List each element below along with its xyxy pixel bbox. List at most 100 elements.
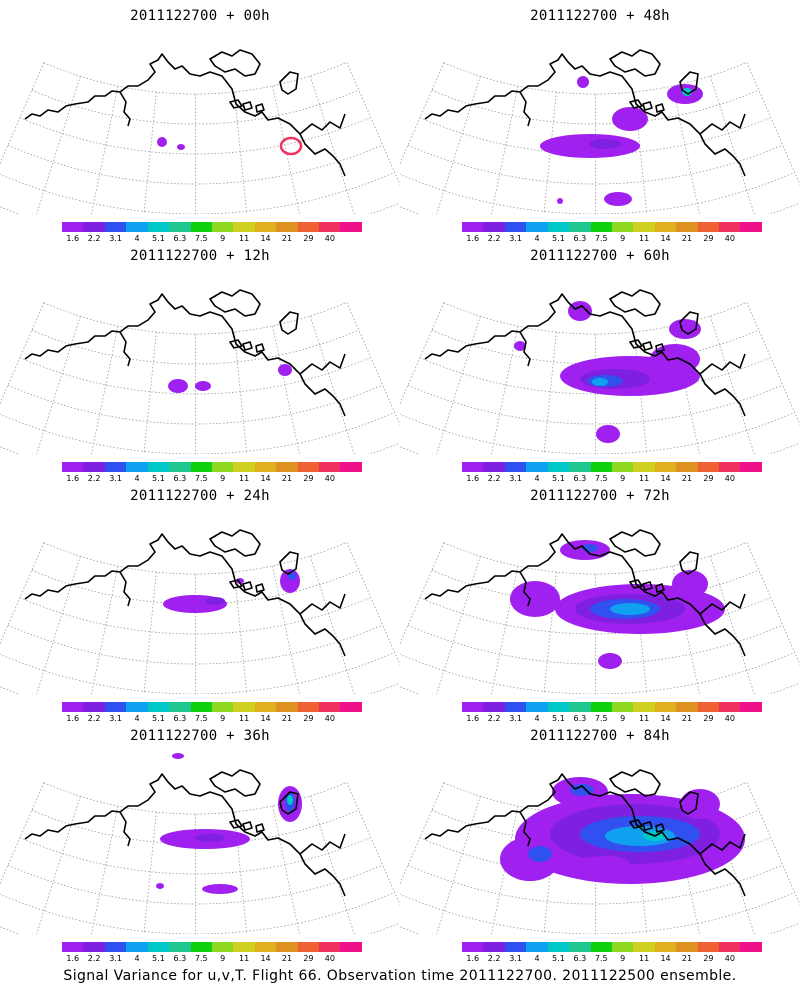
colorbar-level-label: 6.3 <box>173 474 187 483</box>
colorbar-swatch <box>719 462 741 472</box>
colorbar-level-label: 1.6 <box>466 474 480 483</box>
colorbar-labels: 1.6 2.2 3.1 4 5.1 6.3 7.5 9 11 14 21 29 40 <box>462 954 762 964</box>
colorbar-swatch <box>297 942 320 952</box>
colorbar-swatch <box>233 222 255 232</box>
colorbar-level-label: 14 <box>660 954 671 963</box>
colorbar-swatch <box>254 942 277 952</box>
colorbar-level-label: 4 <box>534 954 540 963</box>
variance-region <box>510 581 560 617</box>
colorbar-swatch <box>104 942 127 952</box>
variance-region <box>596 425 620 443</box>
colorbar-level-label: 29 <box>303 234 314 243</box>
lat-lon-graticule <box>400 62 800 214</box>
variance-shading <box>156 753 302 894</box>
variance-region <box>202 884 238 894</box>
colorbar-level-label: 1.6 <box>66 954 80 963</box>
colorbar-level-label: 3.1 <box>109 234 122 243</box>
colorbar-level-label: 2.2 <box>487 714 501 723</box>
colorbar-level-label: 7.5 <box>594 954 608 963</box>
colorbar-swatch <box>504 942 527 952</box>
colorbar-level-label: 7.5 <box>594 714 608 723</box>
colorbar-swatch <box>611 462 634 472</box>
colorbar-level-label: 40 <box>724 474 735 483</box>
variance-region <box>604 192 632 206</box>
colorbar-swatch <box>211 702 234 712</box>
colorbar-swatch <box>483 462 505 472</box>
variance-region <box>610 603 650 615</box>
colorbar-swatch <box>147 462 170 472</box>
colorbar-level-label: 9 <box>220 714 226 723</box>
colorbar-swatch <box>740 942 762 952</box>
colorbar-level-label: 3.1 <box>509 954 522 963</box>
colorbar-swatch <box>697 222 720 232</box>
colorbar-swatch <box>547 222 570 232</box>
colorbar-level-label: 9 <box>220 954 226 963</box>
colorbar-level-label: 4 <box>534 714 540 723</box>
colorbar-swatch <box>276 462 298 472</box>
colorbar-swatch <box>169 222 191 232</box>
colorbar-level-label: 21 <box>281 234 293 243</box>
colorbar-level-label: 9 <box>220 474 226 483</box>
colorbar-level-label: 5.1 <box>152 714 165 723</box>
colorbar-swatch <box>676 942 698 952</box>
colorbar-level-label: 9 <box>620 954 626 963</box>
colorbar-swatch <box>633 702 655 712</box>
colorbar-swatch <box>190 702 212 712</box>
variance-shading <box>514 301 701 443</box>
colorbar-level-label: 2.2 <box>487 954 501 963</box>
colorbar-swatch <box>611 222 634 232</box>
colorbar-level-label: 21 <box>281 954 293 963</box>
colorbar-level-label: 40 <box>724 234 735 243</box>
colorbar-swatch <box>676 462 698 472</box>
panel-title: 2011122700 + 48h <box>530 8 670 24</box>
polar-map <box>0 529 400 694</box>
colorbar-level-label: 14 <box>260 234 271 243</box>
colorbar-level-label: 11 <box>639 474 650 483</box>
variance-region <box>288 572 296 580</box>
colorbar <box>462 462 762 472</box>
variance-region <box>195 834 225 842</box>
variance-shading <box>157 136 303 156</box>
polar-map <box>0 289 400 454</box>
variance-region <box>528 846 552 862</box>
colorbar-swatch <box>126 942 148 952</box>
colorbar-level-label: 9 <box>620 234 626 243</box>
variance-region <box>557 198 563 204</box>
colorbar-level-label: 2.2 <box>87 714 101 723</box>
colorbar-level-label: 14 <box>660 474 671 483</box>
colorbar-swatch <box>190 942 212 952</box>
colorbar-labels: 1.6 2.2 3.1 4 5.1 6.3 7.5 9 11 14 21 29 40 <box>462 474 762 484</box>
lat-lon-graticule <box>0 782 400 934</box>
colorbar-swatch <box>340 942 362 952</box>
panel-title: 2011122700 + 24h <box>130 488 270 504</box>
colorbar-swatch <box>319 462 341 472</box>
colorbar-level-label: 21 <box>281 474 293 483</box>
colorbar-level-label: 4 <box>534 234 540 243</box>
colorbar-swatch <box>654 462 677 472</box>
lat-lon-graticule <box>0 542 400 694</box>
colorbar-labels: 1.6 2.2 3.1 4 5.1 6.3 7.5 9 11 14 21 29 40 <box>462 234 762 244</box>
colorbar-labels: 1.6 2.2 3.1 4 5.1 6.3 7.5 9 11 14 21 29 40 <box>62 234 362 244</box>
colorbar-swatch <box>340 702 362 712</box>
coastline <box>24 529 346 657</box>
colorbar-level-label: 29 <box>303 954 314 963</box>
colorbar-swatch <box>526 462 548 472</box>
variance-region <box>592 378 608 386</box>
colorbar-labels: 1.6 2.2 3.1 4 5.1 6.3 7.5 9 11 14 21 29 40 <box>462 714 762 724</box>
colorbar-swatch <box>104 222 127 232</box>
coastline <box>24 769 346 897</box>
colorbar-swatch <box>319 702 341 712</box>
colorbar-swatch <box>676 702 698 712</box>
colorbar-swatch <box>569 702 591 712</box>
colorbar-swatch <box>483 942 505 952</box>
colorbar-swatch <box>462 222 484 232</box>
variance-region <box>177 144 185 150</box>
variance-shading <box>168 364 292 393</box>
colorbar-swatch <box>126 462 148 472</box>
colorbar-level-label: 40 <box>724 714 735 723</box>
colorbar-level-label: 4 <box>134 474 140 483</box>
colorbar-swatch <box>126 222 148 232</box>
colorbar-swatch <box>526 222 548 232</box>
colorbar-swatch <box>611 702 634 712</box>
colorbar-level-label: 5.1 <box>552 474 565 483</box>
